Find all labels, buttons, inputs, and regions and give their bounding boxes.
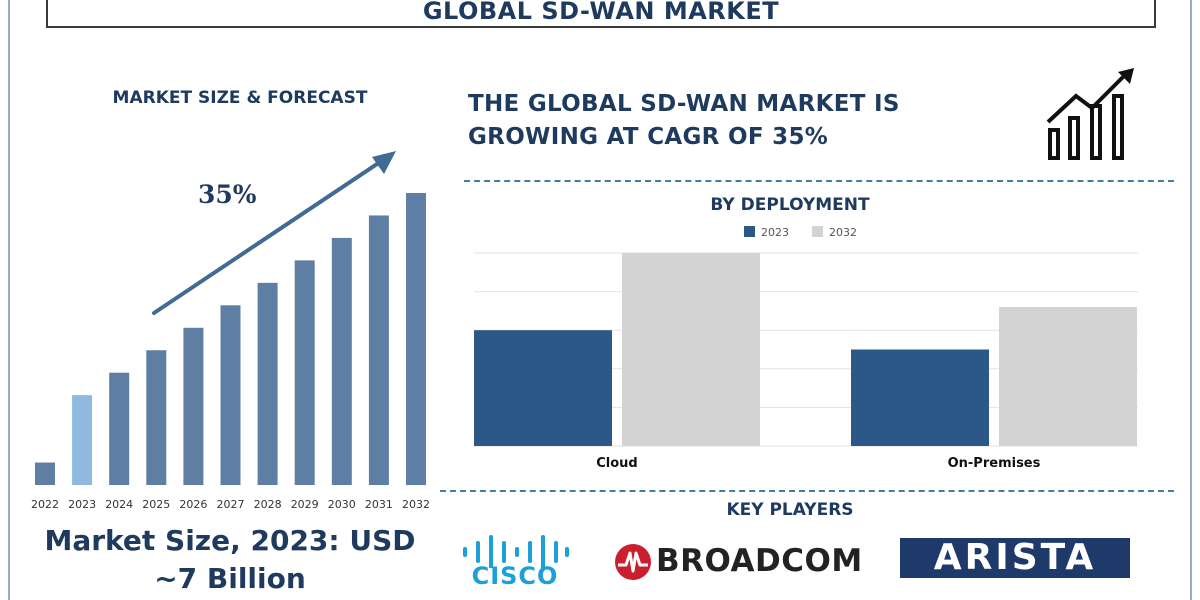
forecast-bar-2022 bbox=[35, 462, 55, 485]
legend-label-2032: 2032 bbox=[829, 226, 857, 239]
forecast-bar-2028 bbox=[257, 282, 278, 485]
legend-swatch-2023 bbox=[744, 226, 755, 237]
forecast-bar-2027 bbox=[220, 305, 241, 485]
forecast-year-label-2028: 2028 bbox=[253, 498, 282, 511]
forecast-year-label-2023: 2023 bbox=[68, 498, 97, 511]
right-border bbox=[1190, 0, 1192, 600]
arista-logo-box bbox=[900, 538, 1130, 578]
forecast-bar-2031 bbox=[368, 215, 389, 485]
forecast-year-label-2027: 2027 bbox=[216, 498, 245, 511]
market-size-summary: Market Size, 2023: USD ~7 Billion bbox=[20, 522, 440, 598]
forecast-bar-2024 bbox=[109, 372, 130, 485]
forecast-year-label-2029: 2029 bbox=[290, 498, 319, 511]
deployment-bars bbox=[474, 253, 1137, 446]
cagr-annotation: 35% bbox=[198, 180, 257, 209]
legend-item-2023: 2023 bbox=[744, 226, 789, 239]
deployment-category-cloud: Cloud bbox=[596, 456, 638, 471]
divider-bottom bbox=[440, 490, 1174, 492]
deployment-bar-on-premises-2032 bbox=[999, 307, 1137, 446]
forecast-year-label-2026: 2026 bbox=[179, 498, 208, 511]
divider-top bbox=[464, 180, 1174, 182]
forecast-title: MARKET SIZE & FORECAST bbox=[112, 88, 368, 108]
forecast-chart bbox=[35, 151, 426, 485]
deployment-category-on-premises: On-Premises bbox=[947, 456, 1041, 471]
key-player-broadcom: BROADCOM bbox=[656, 543, 863, 579]
forecast-bar-2025 bbox=[146, 350, 167, 485]
market-size-line2: ~7 Billion bbox=[154, 562, 306, 595]
broadcom-logo-icon bbox=[615, 544, 651, 580]
title-banner: GLOBAL SD-WAN MARKET bbox=[46, 0, 1156, 28]
growth-arrow bbox=[152, 151, 396, 315]
deployment-title: BY DEPLOYMENT bbox=[710, 195, 870, 215]
legend-swatch-2032 bbox=[812, 226, 823, 237]
key-player-cisco: CISCO bbox=[471, 562, 559, 590]
deployment-bar-on-premises-2023 bbox=[851, 349, 989, 446]
page-title: GLOBAL SD-WAN MARKET bbox=[422, 0, 780, 25]
key-player-arista: ARISTA bbox=[933, 537, 1097, 578]
forecast-year-label-2032: 2032 bbox=[402, 498, 430, 511]
cagr-headline: THE GLOBAL SD-WAN MARKET IS GROWING AT C… bbox=[468, 88, 968, 154]
left-border bbox=[8, 0, 10, 600]
forecast-bar-2023 bbox=[72, 395, 93, 485]
forecast-bars bbox=[35, 193, 426, 485]
forecast-bar-2029 bbox=[294, 260, 315, 485]
forecast-bar-2032 bbox=[406, 193, 426, 485]
forecast-year-label-2022: 2022 bbox=[31, 498, 59, 511]
cisco-logo-icon bbox=[463, 535, 569, 568]
market-size-line1: Market Size, 2023: USD bbox=[44, 524, 416, 557]
forecast-bar-2030 bbox=[331, 237, 352, 485]
forecast-year-label-2025: 2025 bbox=[142, 498, 171, 511]
headline-line2: GROWING AT CAGR OF 35% bbox=[468, 124, 829, 150]
deployment-chart bbox=[474, 252, 1138, 447]
legend-label-2023: 2023 bbox=[761, 226, 789, 239]
forecast-bar-2026 bbox=[183, 327, 204, 485]
forecast-year-label-2030: 2030 bbox=[327, 498, 356, 511]
forecast-year-label-2031: 2031 bbox=[364, 498, 393, 511]
key-players-title: KEY PLAYERS bbox=[726, 500, 854, 520]
headline-line1: THE GLOBAL SD-WAN MARKET IS bbox=[468, 91, 900, 117]
legend-item-2032: 2032 bbox=[812, 226, 857, 239]
growth-chart-icon bbox=[1046, 68, 1134, 160]
deployment-bar-cloud-2023 bbox=[474, 330, 612, 446]
deployment-bar-cloud-2032 bbox=[622, 253, 760, 446]
forecast-year-label-2024: 2024 bbox=[105, 498, 134, 511]
